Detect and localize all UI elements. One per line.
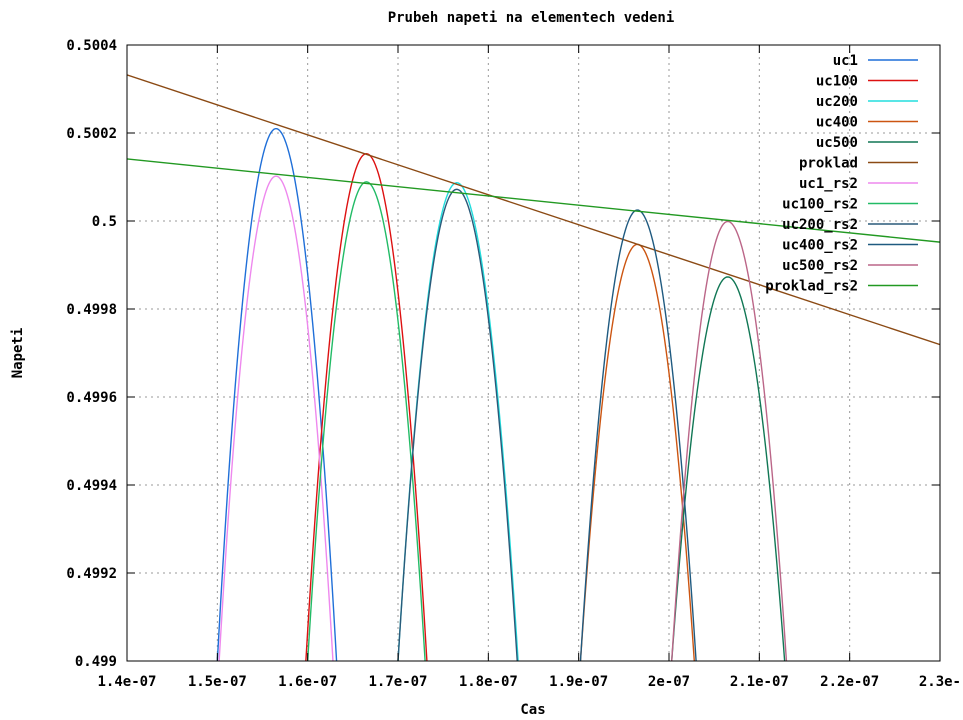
y-tick-label: 0.4994 <box>66 478 117 494</box>
y-tick-label: 0.5004 <box>66 38 117 54</box>
legend-label: uc500_rs2 <box>782 258 858 274</box>
plot-frame <box>126 44 941 662</box>
legend-label: proklad <box>799 156 858 172</box>
x-tick-label: 1.9e-07 <box>549 674 608 690</box>
series-line-uc500-rs2 <box>671 220 788 661</box>
legend-label: uc200_rs2 <box>782 217 858 233</box>
y-tick-label: 0.4998 <box>66 302 117 318</box>
legend-label: uc1 <box>833 53 858 69</box>
x-axis-label: Cas <box>520 702 545 718</box>
series-line-uc500 <box>671 276 786 661</box>
legend-label: proklad_rs2 <box>765 279 858 295</box>
plot-area <box>127 74 940 661</box>
x-tick-label: 1.6e-07 <box>278 674 337 690</box>
legend: uc1 uc100 uc200 uc400 uc500 proklad uc1_rs2 uc1… <box>765 53 918 295</box>
y-tick-label: 0.4996 <box>66 390 117 406</box>
chart-title: Prubeh napeti na elementech vedeni <box>388 10 675 26</box>
series-line-uc400-rs2 <box>579 209 697 661</box>
series-line-uc200-rs2 <box>397 188 518 661</box>
series-line-uc1-rs2 <box>218 175 334 661</box>
legend-label: uc400 <box>816 115 858 131</box>
y-axis-label: Napeti <box>10 328 26 379</box>
axis-ticks: 1.4e-07 1.5e-07 1.6e-07 1.7e-07 1.8e-07 1.9e-… <box>66 38 961 690</box>
legend-label: uc100_rs2 <box>782 197 858 213</box>
y-tick-label: 0.499 <box>75 654 117 670</box>
grid <box>127 45 940 661</box>
legend-label: uc100 <box>816 74 858 90</box>
legend-label: uc200 <box>816 94 858 110</box>
y-tick-label: 0.5002 <box>66 126 117 142</box>
x-tick-label: 1.5e-07 <box>188 674 247 690</box>
legend-label: uc500 <box>816 135 858 151</box>
x-tick-label: 2.2e-07 <box>820 674 879 690</box>
series-line-proklad-rs2 <box>127 158 940 243</box>
y-tick-label: 0.5 <box>92 214 117 230</box>
x-tick-label: 1.4e-07 <box>97 674 156 690</box>
x-tick-label: 2e-07 <box>648 674 690 690</box>
series-line-uc100-rs2 <box>306 181 426 661</box>
legend-label: uc1_rs2 <box>799 176 858 192</box>
series-line-uc1 <box>216 127 338 661</box>
x-tick-label: 1.8e-07 <box>459 674 518 690</box>
legend-label: uc400_rs2 <box>782 238 858 254</box>
y-tick-label: 0.4992 <box>66 566 117 582</box>
x-tick-label: 1.7e-07 <box>368 674 427 690</box>
x-tick-label: 2.3e- <box>919 674 961 690</box>
series-line-proklad <box>127 74 940 346</box>
x-tick-label: 2.1e-07 <box>730 674 789 690</box>
